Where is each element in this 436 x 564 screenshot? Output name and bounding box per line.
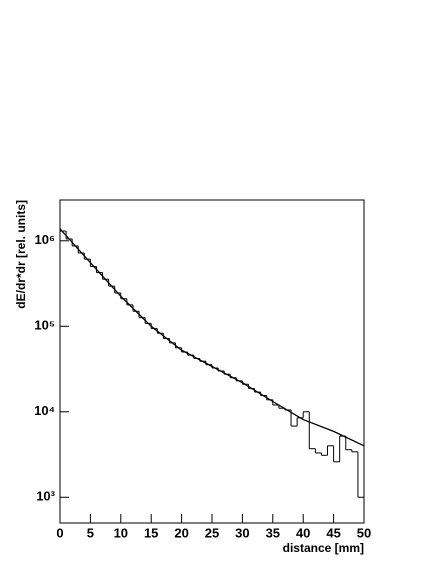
x-tick-label: 30 (235, 525, 249, 540)
y-axis-label: dE/dr*dr [rel. units] (14, 200, 28, 309)
x-tick-label: 25 (205, 525, 219, 540)
x-tick-label: 15 (144, 525, 158, 540)
y-tick-label: 10⁴ (34, 403, 55, 418)
y-tick-label: 10³ (36, 489, 55, 504)
x-tick-label: 10 (114, 525, 128, 540)
x-tick-label: 45 (326, 525, 340, 540)
x-tick-label: 50 (357, 525, 371, 540)
x-tick-label: 20 (174, 525, 188, 540)
fit-curve (59, 228, 365, 447)
x-tick-label: 5 (87, 525, 94, 540)
y-tick-label: 10⁵ (34, 318, 55, 333)
x-axis-label: distance [mm] (283, 541, 364, 555)
y-tick-label: 10⁶ (35, 232, 55, 247)
frame (59, 199, 365, 524)
x-tick-label: 40 (296, 525, 310, 540)
x-tick-label: 35 (266, 525, 280, 540)
x-tick-label: 0 (56, 525, 63, 540)
